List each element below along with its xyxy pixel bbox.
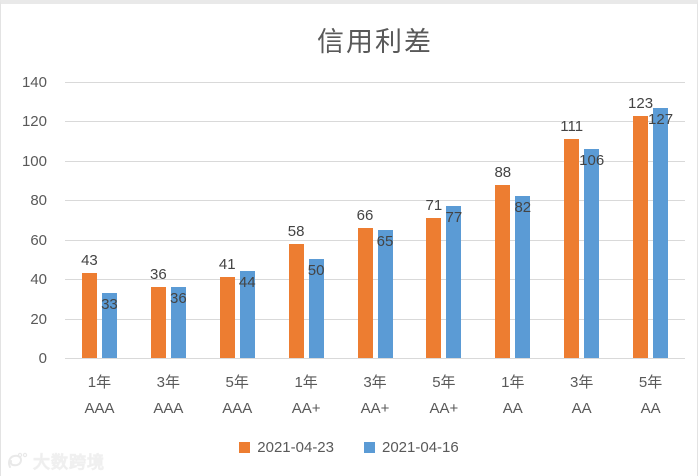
gridline [65, 358, 685, 359]
bar-2021-04-23: 36 [150, 267, 167, 358]
x-category-label: 1年 AA [501, 374, 525, 417]
bar-group: 41 44 [203, 82, 272, 358]
legend-swatch [239, 442, 251, 453]
bar-2021-04-16: 50 [307, 259, 325, 358]
bar-group: 43 33 [65, 82, 134, 358]
bar-2021-04-16: 44 [238, 271, 256, 358]
data-label: 36 [149, 266, 167, 283]
bar-groups: 43 33 36 36 41 44 58 50 66 65 71 77 88 82 111 106 123 127 [65, 82, 685, 358]
bar-2021-04-23: 123 [628, 96, 653, 358]
data-label: 82 [514, 199, 532, 216]
x-category-label: 3年 AA+ [360, 374, 390, 417]
bar-2021-04-16: 127 [648, 108, 673, 358]
bar-2021-04-23: 58 [288, 224, 304, 358]
bar-group: 88 82 [478, 82, 547, 358]
bar-2021-04-16: 33 [101, 293, 118, 358]
bar-2021-04-16: 82 [514, 196, 532, 358]
data-label: 88 [494, 164, 512, 181]
data-label: 41 [218, 256, 236, 273]
gridline [65, 121, 685, 123]
gridline [65, 318, 685, 320]
data-label: 36 [169, 290, 187, 307]
data-label: 44 [238, 274, 256, 291]
gridline [65, 279, 685, 281]
y-tick-label: 100 [21, 152, 47, 170]
bar-2021-04-23: 111 [560, 119, 583, 358]
y-tick-label: 140 [21, 74, 47, 91]
x-category-label: 1年 AAA [84, 374, 115, 417]
data-label: 50 [307, 262, 325, 279]
y-tick-label: 60 [30, 231, 47, 249]
bar-group: 111 106 [547, 82, 616, 358]
x-category-label: 5年 AA+ [429, 374, 459, 417]
data-label: 106 [579, 152, 605, 169]
gridline [65, 160, 685, 162]
legend-item: 2021-04-16 [364, 439, 459, 456]
y-tick-label: 120 [21, 113, 47, 131]
bar-2021-04-23: 43 [81, 253, 98, 358]
legend-label: 2021-04-23 [257, 439, 334, 456]
x-category-label: 1年 AA+ [291, 374, 321, 417]
bars-row: 71 77 [426, 82, 463, 358]
bar-2021-04-16: 106 [579, 149, 604, 358]
data-label: 58 [287, 223, 305, 240]
gridline [65, 239, 685, 241]
legend-swatch [364, 442, 375, 453]
x-category-label: 3年 AA [570, 374, 594, 417]
y-tick-label: 80 [30, 192, 47, 210]
data-label: 33 [101, 296, 118, 313]
bar-group: 58 50 [272, 82, 341, 358]
data-label: 65 [376, 233, 394, 250]
data-label: 43 [81, 252, 98, 269]
bar-2021-04-16: 36 [169, 287, 187, 358]
plot-area: 43 33 36 36 41 44 58 50 66 65 71 77 88 82 111 106 123 127 [65, 82, 685, 359]
bar-2021-04-23: 66 [357, 208, 373, 358]
bars-row: 41 44 [219, 82, 256, 358]
bar-group: 66 65 [341, 82, 410, 358]
bar-group: 36 36 [134, 82, 203, 358]
bar-2021-04-16: 77 [445, 206, 463, 358]
legend: 2021-04-23 2021-04-16 [1, 439, 697, 456]
bars-row: 58 50 [288, 82, 325, 358]
gridline [65, 82, 685, 83]
y-axis: 0 20 40 60 80 100 120 140 [1, 75, 47, 366]
data-label: 111 [560, 118, 584, 135]
data-label: 127 [648, 111, 674, 128]
bars-row: 36 36 [150, 82, 187, 358]
bar-2021-04-23: 88 [494, 165, 511, 358]
bar-2021-04-16: 65 [376, 230, 394, 358]
y-tick-label: 0 [38, 350, 47, 367]
data-label: 66 [356, 207, 374, 224]
data-label: 123 [628, 95, 654, 112]
chart-title: 信用利差 [317, 27, 433, 57]
bars-row: 66 65 [357, 82, 394, 358]
y-tick-label: 20 [30, 310, 47, 328]
bar-2021-04-23: 41 [219, 257, 236, 358]
bar-2021-04-23: 71 [426, 198, 442, 358]
x-category-label: 5年 AA [638, 374, 663, 417]
data-label: 77 [445, 209, 463, 226]
bar-group: 71 77 [409, 82, 478, 358]
bars-row: 88 82 [494, 82, 532, 358]
legend-item: 2021-04-23 [239, 439, 334, 456]
bar-group: 123 127 [616, 82, 685, 358]
gridline [65, 200, 685, 202]
x-category-label: 5年 AAA [222, 374, 253, 417]
bars-row: 123 127 [628, 82, 673, 358]
x-axis: 1年 AAA 3年 AAA 5年 AAA 1年 AA+ 3年 AA+ 5年 AA+ 1年 AA 3年 AA 5年… [65, 358, 685, 422]
y-tick-label: 40 [30, 271, 47, 289]
bars-row: 43 33 [81, 82, 118, 358]
data-label: 71 [425, 197, 443, 214]
bars-row: 111 106 [560, 82, 604, 358]
legend-label: 2021-04-16 [382, 439, 459, 456]
x-category-label: 3年 AAA [153, 374, 184, 417]
